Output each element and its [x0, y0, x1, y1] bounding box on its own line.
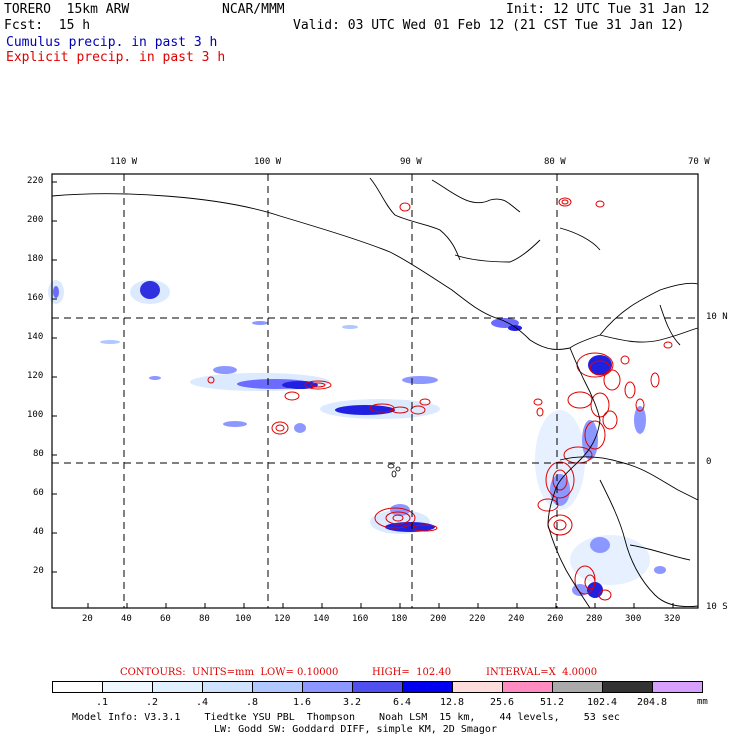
- explicit-legend-label: Explicit precip. in past 3 h: [6, 50, 226, 65]
- x-tick-label: 40: [121, 614, 132, 624]
- y-tick-label: 100: [27, 410, 44, 420]
- y-tick-label: 40: [33, 527, 44, 537]
- x-tick-label: 320: [664, 614, 681, 624]
- cumulus-legend-label: Cumulus precip. in past 3 h: [6, 35, 218, 50]
- init-time: Init: 12 UTC Tue 31 Jan 12: [506, 2, 710, 17]
- x-tick-label: 100: [235, 614, 252, 624]
- lat-label-10s: 10 S: [706, 602, 728, 612]
- y-tick-label: 220: [27, 176, 44, 186]
- colorbar-swatch: [602, 681, 653, 693]
- cumulus-precip-shading: [48, 280, 666, 598]
- x-tick-label: 180: [391, 614, 408, 624]
- x-tick-label: 280: [586, 614, 603, 624]
- model-info-line1: Model Info: V3.3.1 Tiedtke YSU PBL Thomp…: [72, 712, 620, 723]
- y-tick-label: 120: [27, 371, 44, 381]
- colorbar-swatch: [652, 681, 703, 693]
- x-axis-ticks: [87, 603, 674, 608]
- colorbar-label: 102.4: [586, 697, 618, 708]
- colorbar-swatch: [252, 681, 303, 693]
- map-frame: [51, 173, 699, 609]
- colorbar-label: 204.8: [636, 697, 668, 708]
- colorbar-swatch: [502, 681, 553, 693]
- galapagos-islands: [387, 463, 401, 478]
- lon-label-90w: 90 W: [400, 157, 422, 167]
- y-tick-label: 200: [27, 215, 44, 225]
- colorbar-label: 12.8: [439, 697, 465, 708]
- x-tick-label: 160: [352, 614, 369, 624]
- lon-label-110w: 110 W: [110, 157, 138, 167]
- contour-interval-info: INTERVAL=X 4.0000: [486, 667, 598, 678]
- y-axis-ticks: [52, 181, 57, 573]
- x-tick-label: 220: [469, 614, 486, 624]
- contour-units-info: CONTOURS: UNITS=mm LOW= 0.10000: [120, 667, 339, 678]
- x-tick-label: 240: [508, 614, 525, 624]
- y-tick-label: 60: [33, 488, 44, 498]
- x-tick-label: 140: [313, 614, 330, 624]
- colorbar-swatch: [202, 681, 253, 693]
- colorbar-label: 6.4: [392, 697, 412, 708]
- valid-time: Valid: 03 UTC Wed 01 Feb 12 (21 CST Tue …: [293, 18, 685, 33]
- model-title: TORERO 15km ARW: [4, 2, 130, 17]
- colorbar-swatch: [152, 681, 203, 693]
- colorbar-label: .4: [195, 697, 209, 708]
- lon-label-70w: 70 W: [688, 157, 710, 167]
- colorbar-label: .8: [245, 697, 259, 708]
- y-tick-label: 20: [33, 566, 44, 576]
- x-tick-label: 20: [82, 614, 93, 624]
- colorbar-label: 1.6: [292, 697, 312, 708]
- x-tick-label: 300: [625, 614, 642, 624]
- x-tick-label: 60: [160, 614, 171, 624]
- model-info-line2: LW: Godd SW: Goddard DIFF, simple KM, 2D…: [214, 724, 497, 735]
- x-tick-label: 200: [430, 614, 447, 624]
- organization-label: NCAR/MMM: [222, 2, 285, 17]
- colorbar-swatch: [102, 681, 153, 693]
- coastlines: [51, 177, 699, 609]
- colorbar-swatch: [352, 681, 403, 693]
- y-tick-label: 80: [33, 449, 44, 459]
- y-tick-label: 140: [27, 332, 44, 342]
- colorbar-label: 51.2: [539, 697, 565, 708]
- lat-label-10n: 10 N: [706, 312, 728, 322]
- x-tick-label: 260: [547, 614, 564, 624]
- colorbar-swatch: [302, 681, 353, 693]
- forecast-hour: Fcst: 15 h: [4, 18, 91, 33]
- colorbar-label: .1: [95, 697, 109, 708]
- colorbar-swatch: [402, 681, 453, 693]
- explicit-precip-contours: [207, 197, 673, 601]
- colorbar-swatch: [52, 681, 103, 693]
- contour-high-info: HIGH= 102.40: [372, 667, 452, 678]
- colorbar-unit: mm: [697, 697, 708, 707]
- colorbar-label: 3.2: [342, 697, 362, 708]
- y-tick-label: 160: [27, 293, 44, 303]
- latlon-grid: [52, 174, 698, 608]
- colorbar-label: 25.6: [489, 697, 515, 708]
- lon-label-100w: 100 W: [254, 157, 282, 167]
- colorbar-swatch: [452, 681, 503, 693]
- x-tick-label: 80: [199, 614, 210, 624]
- x-tick-label: 120: [274, 614, 291, 624]
- lat-label-0: 0: [706, 457, 712, 467]
- y-tick-label: 180: [27, 254, 44, 264]
- colorbar-swatch: [552, 681, 603, 693]
- colorbar-label: .2: [145, 697, 159, 708]
- lon-label-80w: 80 W: [544, 157, 566, 167]
